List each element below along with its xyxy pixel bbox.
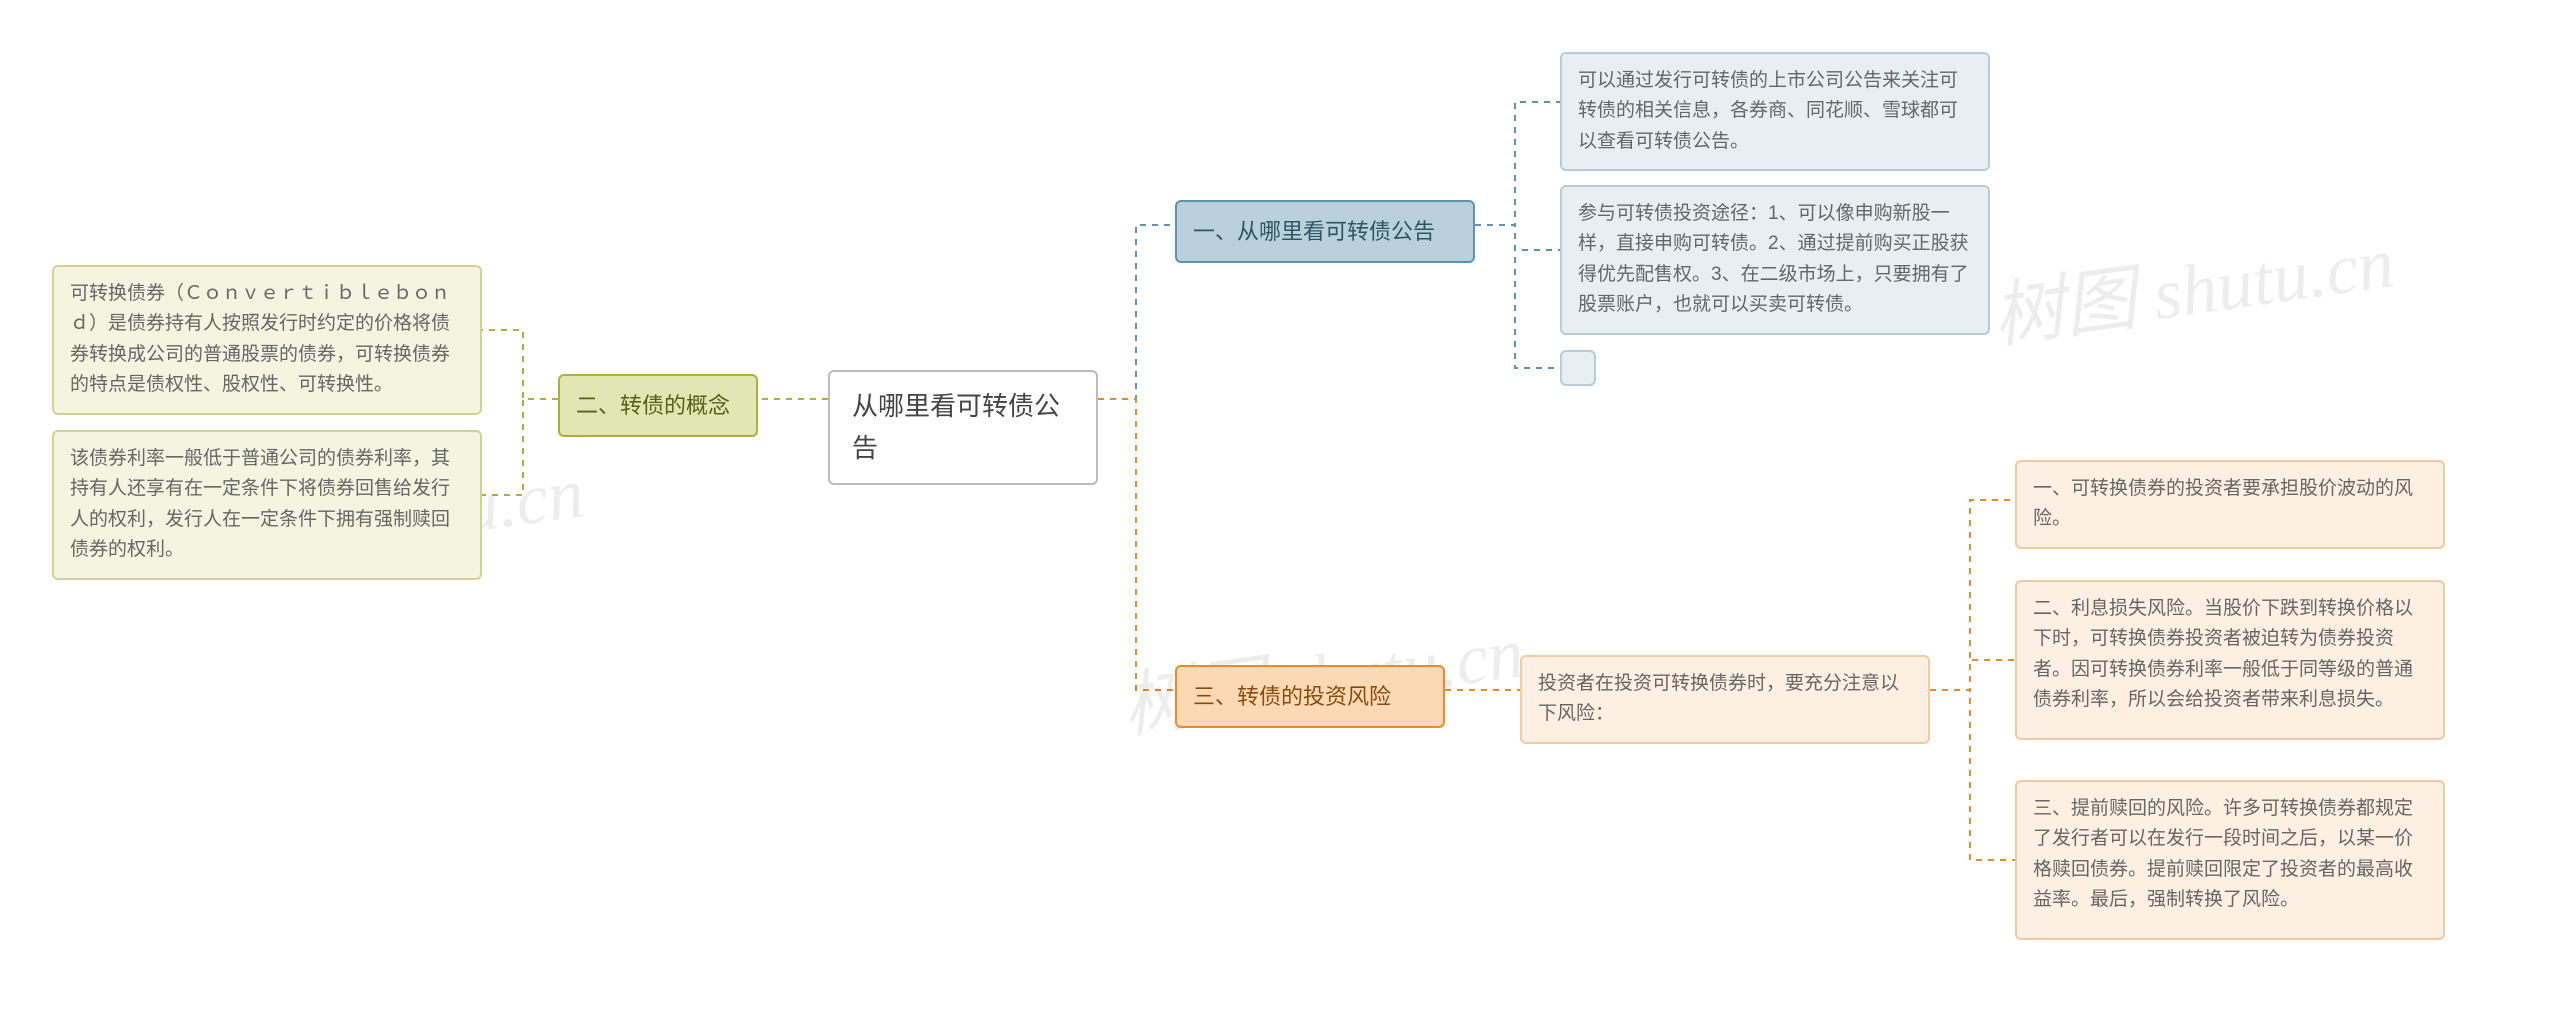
section1-leaf: 参与可转债投资途径：1、可以像申购新股一样，直接申购可转债。2、通过提前购买正股… xyxy=(1560,185,1990,335)
section3-leaf: 一、可转换债券的投资者要承担股价波动的风险。 xyxy=(2015,460,2445,549)
section3-leaf: 二、利息损失风险。当股价下跌到转换价格以下时，可转换债券投资者被迫转为债券投资者… xyxy=(2015,580,2445,740)
section1-leaf: 可以通过发行可转债的上市公司公告来关注可转债的相关信息，各券商、同花顺、雪球都可… xyxy=(1560,52,1990,171)
section3-title: 三、转债的投资风险 xyxy=(1175,665,1445,728)
section2-leaf: 可转换债券（Ｃｏｎｖｅｒｔｉｂｌｅｂｏｎｄ）是债券持有人按照发行时约定的价格将债… xyxy=(52,265,482,415)
section1-title: 一、从哪里看可转债公告 xyxy=(1175,200,1475,263)
section1-empty-leaf xyxy=(1560,350,1596,386)
section3-leaf: 三、提前赎回的风险。许多可转换债券都规定了发行者可以在发行一段时间之后，以某一价… xyxy=(2015,780,2445,940)
section2-leaf: 该债券利率一般低于普通公司的债券利率，其持有人还享有在一定条件下将债券回售给发行… xyxy=(52,430,482,580)
section2-title: 二、转债的概念 xyxy=(558,374,758,437)
root-node: 从哪里看可转债公告 xyxy=(828,370,1098,485)
watermark: 树图 shutu.cn xyxy=(1985,202,2400,362)
section3-intermediate: 投资者在投资可转换债券时，要充分注意以下风险： xyxy=(1520,655,1930,744)
